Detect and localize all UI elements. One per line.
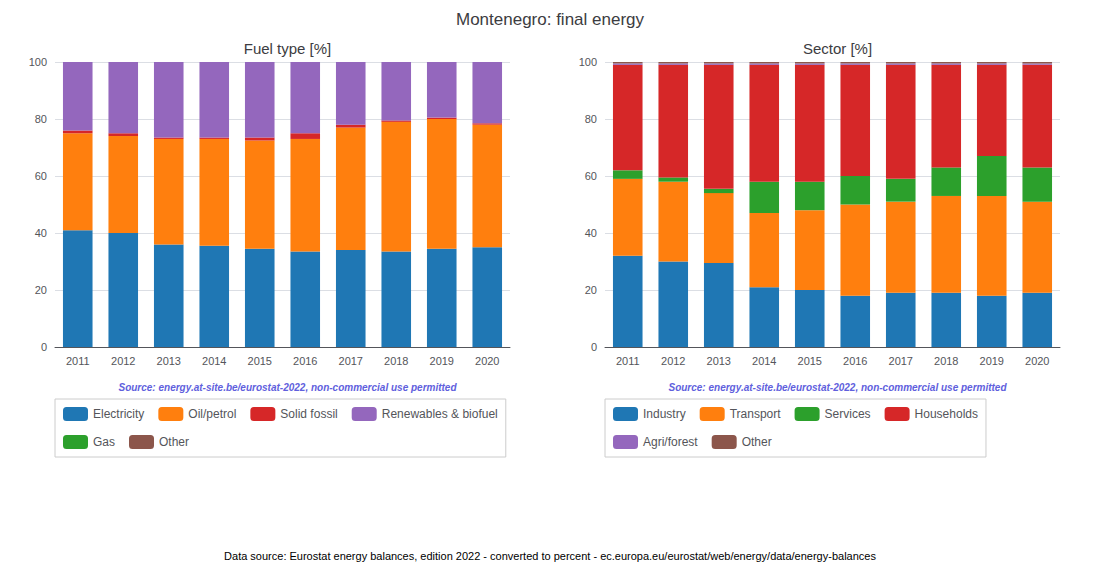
svg-text:2016: 2016 — [843, 355, 867, 367]
svg-text:Industry: Industry — [643, 407, 686, 421]
svg-text:2020: 2020 — [1025, 355, 1049, 367]
svg-text:2015: 2015 — [798, 355, 822, 367]
svg-text:20: 20 — [35, 284, 47, 296]
svg-text:Data source: Eurostat energy b: Data source: Eurostat energy balances, e… — [224, 550, 876, 562]
svg-text:2014: 2014 — [202, 355, 226, 367]
svg-text:Sector [%]: Sector [%] — [803, 40, 872, 57]
svg-text:Services: Services — [825, 407, 871, 421]
svg-text:40: 40 — [35, 227, 47, 239]
svg-text:Other: Other — [742, 435, 772, 449]
svg-text:2019: 2019 — [980, 355, 1004, 367]
svg-text:20: 20 — [585, 284, 597, 296]
svg-text:2015: 2015 — [248, 355, 272, 367]
svg-text:2017: 2017 — [889, 355, 913, 367]
svg-text:0: 0 — [41, 341, 47, 353]
svg-text:100: 100 — [29, 56, 47, 68]
svg-text:Agri/forest: Agri/forest — [643, 435, 698, 449]
svg-text:60: 60 — [585, 170, 597, 182]
svg-text:2018: 2018 — [934, 355, 958, 367]
svg-text:Source: energy.at-site.be/euro: Source: energy.at-site.be/eurostat-2022,… — [118, 382, 457, 393]
svg-text:Fuel type [%]: Fuel type [%] — [244, 40, 332, 57]
svg-text:2013: 2013 — [157, 355, 181, 367]
svg-text:2014: 2014 — [752, 355, 776, 367]
svg-text:Households: Households — [915, 407, 978, 421]
svg-text:100: 100 — [579, 56, 597, 68]
svg-text:2012: 2012 — [661, 355, 685, 367]
svg-text:Transport: Transport — [730, 407, 782, 421]
svg-text:Montenegro: final energy: Montenegro: final energy — [456, 10, 645, 29]
svg-text:2018: 2018 — [384, 355, 408, 367]
svg-text:Oil/petrol: Oil/petrol — [188, 407, 236, 421]
svg-text:80: 80 — [35, 113, 47, 125]
svg-text:2020: 2020 — [475, 355, 499, 367]
svg-text:40: 40 — [585, 227, 597, 239]
svg-text:Electricity: Electricity — [93, 407, 144, 421]
svg-text:2011: 2011 — [66, 355, 90, 367]
svg-text:Renewables & biofuel: Renewables & biofuel — [382, 407, 498, 421]
svg-text:Other: Other — [159, 435, 189, 449]
svg-text:Source: energy.at-site.be/euro: Source: energy.at-site.be/eurostat-2022,… — [668, 382, 1007, 393]
svg-text:0: 0 — [591, 341, 597, 353]
svg-text:2019: 2019 — [430, 355, 454, 367]
svg-text:2016: 2016 — [293, 355, 317, 367]
svg-text:2011: 2011 — [616, 355, 640, 367]
svg-text:2017: 2017 — [339, 355, 363, 367]
svg-text:Gas: Gas — [93, 435, 115, 449]
svg-text:80: 80 — [585, 113, 597, 125]
svg-text:Solid fossil: Solid fossil — [280, 407, 337, 421]
svg-text:60: 60 — [35, 170, 47, 182]
svg-text:2012: 2012 — [111, 355, 135, 367]
svg-text:2013: 2013 — [707, 355, 731, 367]
